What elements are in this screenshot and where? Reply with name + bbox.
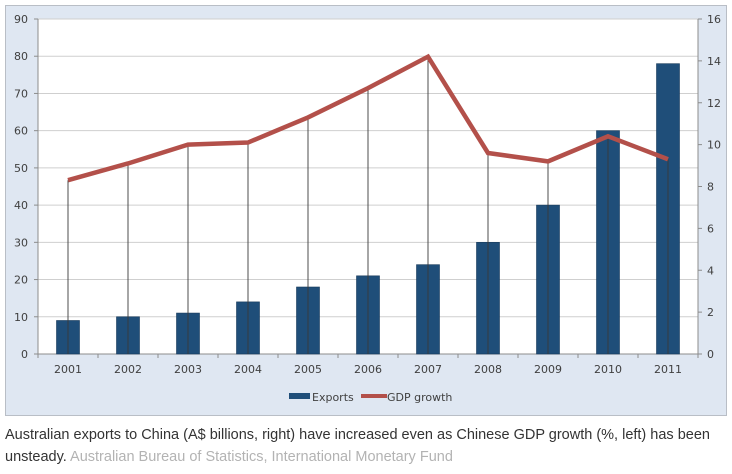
left-axis-tick-label: 0 [21, 348, 28, 361]
gdp-growth-series [67, 53, 669, 183]
x-axis-tick-label: 2003 [174, 363, 202, 376]
legend-label-exports: Exports [312, 391, 354, 404]
caption-source: Australian Bureau of Statistics, Interna… [70, 449, 453, 465]
x-axis-tick-label: 2001 [54, 363, 82, 376]
right-axis-tick-label: 16 [707, 13, 721, 26]
left-axis-tick-label: 80 [14, 50, 28, 63]
x-axis-tick-label: 2011 [654, 363, 682, 376]
right-axis: 0 2 4 6 8 10 12 14 16 [697, 13, 721, 361]
x-axis-tick-label: 2004 [234, 363, 262, 376]
figure-caption: Australian exports to China (A$ billions… [5, 424, 727, 468]
left-axis-tick-label: 60 [14, 125, 28, 138]
x-axis-tick-label: 2008 [474, 363, 502, 376]
x-axis-tick-label: 2010 [594, 363, 622, 376]
right-axis-tick-label: 6 [707, 222, 714, 235]
right-axis-tick-label: 8 [707, 181, 714, 194]
left-axis-tick-label: 40 [14, 199, 28, 212]
legend-swatch-exports [289, 393, 310, 399]
x-axis-tick-label: 2009 [534, 363, 562, 376]
legend-swatch-gdp-growth [361, 394, 387, 398]
left-axis-tick-label: 50 [14, 162, 28, 175]
caption-text: Australian exports to China (A$ billions… [5, 427, 710, 465]
legend: Exports GDP growth [289, 391, 452, 404]
left-axis: 0 10 20 30 40 50 60 70 80 90 [14, 13, 39, 361]
right-axis-tick-label: 4 [707, 264, 714, 277]
x-axis-tick-label: 2002 [114, 363, 142, 376]
x-axis-tick-label: 2005 [294, 363, 322, 376]
right-axis-tick-label: 10 [707, 139, 721, 152]
right-axis-tick-label: 2 [707, 306, 714, 319]
left-axis-tick-label: 30 [14, 236, 28, 249]
right-axis-tick-label: 0 [707, 348, 714, 361]
x-axis-tick-label: 2007 [414, 363, 442, 376]
x-axis-tick-label: 2006 [354, 363, 382, 376]
left-axis-tick-label: 70 [14, 87, 28, 100]
right-axis-tick-label: 14 [707, 55, 721, 68]
drop-lines [67, 56, 669, 354]
legend-label-gdp-growth: GDP growth [387, 391, 452, 404]
x-axis: 2001 2002 2003 2004 2005 2006 2007 2008 2009 2010… [37, 353, 699, 376]
left-axis-tick-label: 90 [14, 13, 28, 26]
left-axis-tick-label: 20 [14, 274, 28, 287]
left-axis-tick-label: 10 [14, 311, 28, 324]
right-axis-tick-label: 12 [707, 97, 721, 110]
